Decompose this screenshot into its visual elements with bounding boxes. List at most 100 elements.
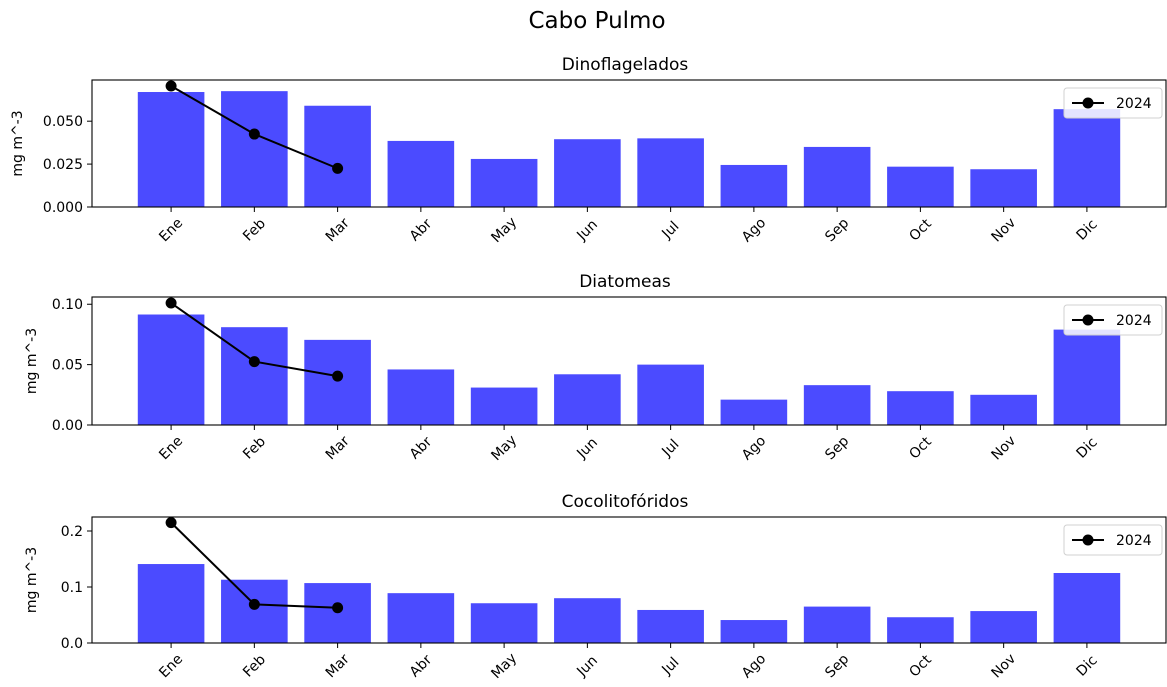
x-tick-label-dic: Dic	[1074, 653, 1101, 680]
x-tick-label-dic: Dic	[1074, 217, 1101, 244]
legend-box	[1063, 304, 1163, 336]
y-tick-label: 0.10	[52, 297, 83, 313]
x-tick-label-mar: Mar	[323, 651, 353, 681]
series-2024-point-mar	[332, 602, 344, 614]
legend: 2024	[1063, 87, 1163, 119]
series-2024-point-feb	[248, 598, 260, 610]
x-tick-label-jul: Jul	[658, 219, 682, 243]
bar-may	[470, 158, 538, 207]
series-2024-point-feb	[248, 128, 260, 140]
bar-abr	[387, 369, 455, 425]
bar-jul	[637, 364, 704, 425]
bar-oct	[887, 166, 954, 207]
y-axis-label: mg m^-3	[24, 328, 40, 394]
x-tick-label-may: May	[488, 650, 520, 682]
legend-box	[1063, 524, 1163, 556]
series-2024-point-ene	[165, 517, 177, 529]
x-tick-label-oct: Oct	[906, 216, 935, 245]
x-tick-label-ene: Ene	[156, 215, 186, 245]
x-tick-label-sep: Sep	[822, 651, 852, 681]
bar-sep	[803, 606, 871, 643]
y-tick-label: 0.025	[43, 157, 83, 173]
series-2024-point-feb	[248, 356, 260, 368]
legend: 2024	[1063, 304, 1163, 336]
panel-title: Diatomeas	[579, 272, 671, 292]
x-tick-label-dic: Dic	[1074, 435, 1101, 462]
x-tick-label-jul: Jul	[658, 655, 682, 679]
bar-ene	[137, 564, 205, 643]
bar-jul	[637, 609, 704, 643]
axes-frame	[91, 79, 1167, 208]
series-2024-point-ene	[165, 297, 177, 309]
x-tick-label-mar: Mar	[323, 433, 353, 463]
x-tick-label-nov: Nov	[989, 215, 1020, 246]
x-tick-label-feb: Feb	[240, 434, 269, 463]
bar-jun	[554, 598, 621, 643]
bar-abr	[387, 140, 455, 207]
bar-ago	[720, 399, 788, 425]
chart-panels: Dinoflagelados mg m^-3 0.000 0.025 0.050 Ene F…	[10, 55, 1167, 682]
bar-feb	[221, 579, 288, 643]
legend-label: 2024	[1116, 533, 1152, 549]
bar-nov	[970, 611, 1037, 643]
x-tick-label-jun: Jun	[573, 435, 600, 462]
bar-feb	[221, 327, 288, 425]
bar-feb	[221, 91, 288, 207]
x-tick-label-abr: Abr	[407, 434, 436, 463]
x-tick-label-ago: Ago	[739, 433, 769, 463]
x-tick-label-ago: Ago	[739, 651, 769, 681]
x-tick-label-nov: Nov	[989, 433, 1020, 464]
panel-1: Dinoflagelados mg m^-3 0.000 0.025 0.050 Ene F…	[10, 55, 1167, 246]
x-tick-label-sep: Sep	[822, 433, 852, 463]
bar-ago	[720, 620, 788, 643]
bar-ene	[137, 92, 205, 207]
bar-mar	[304, 105, 371, 207]
axes-frame	[91, 516, 1167, 644]
y-tick-label: 0.1	[61, 580, 83, 596]
bar-nov	[970, 394, 1037, 425]
panel-title: Dinoflagelados	[562, 55, 689, 75]
bar-jul	[637, 138, 704, 207]
bar-sep	[803, 146, 871, 207]
legend-label: 2024	[1116, 96, 1152, 112]
bar-may	[470, 387, 538, 425]
figure-title: Cabo Pulmo	[528, 8, 665, 34]
x-tick-label-oct: Oct	[906, 434, 935, 463]
bar-dic	[1053, 329, 1121, 425]
legend-marker-swatch	[1082, 534, 1094, 546]
bar-dic	[1053, 573, 1121, 643]
bar-may	[470, 603, 538, 643]
x-tick-label-feb: Feb	[240, 652, 269, 681]
panel-title: Cocolitofóridos	[562, 492, 689, 512]
y-tick-label: 0.0	[61, 636, 83, 652]
x-tick-label-nov: Nov	[989, 651, 1020, 682]
bar-ago	[720, 164, 788, 207]
x-tick-label-jul: Jul	[658, 437, 682, 461]
x-tick-label-ene: Ene	[156, 433, 186, 463]
bar-nov	[970, 169, 1037, 207]
bar-abr	[387, 593, 455, 643]
x-tick-label-mar: Mar	[323, 215, 353, 245]
x-tick-label-feb: Feb	[240, 216, 269, 245]
x-tick-label-sep: Sep	[822, 215, 852, 245]
y-axis-label: mg m^-3	[24, 547, 40, 613]
bar-oct	[887, 391, 954, 425]
bar-ene	[137, 314, 205, 425]
x-tick-label-ene: Ene	[156, 651, 186, 681]
series-2024-point-mar	[332, 370, 344, 382]
bar-jun	[554, 374, 621, 425]
bar-sep	[803, 385, 871, 425]
x-tick-label-jun: Jun	[573, 653, 600, 680]
bar-jun	[554, 139, 621, 207]
y-axis-label: mg m^-3	[10, 110, 26, 176]
x-tick-label-abr: Abr	[407, 216, 436, 245]
y-tick-label: 0.000	[43, 200, 83, 216]
x-tick-label-may: May	[488, 214, 520, 246]
legend-label: 2024	[1116, 313, 1152, 329]
legend-box	[1063, 87, 1163, 119]
bar-mar	[304, 339, 371, 425]
y-tick-label: 0.00	[52, 418, 83, 434]
bar-oct	[887, 617, 954, 643]
bar-dic	[1053, 109, 1121, 207]
